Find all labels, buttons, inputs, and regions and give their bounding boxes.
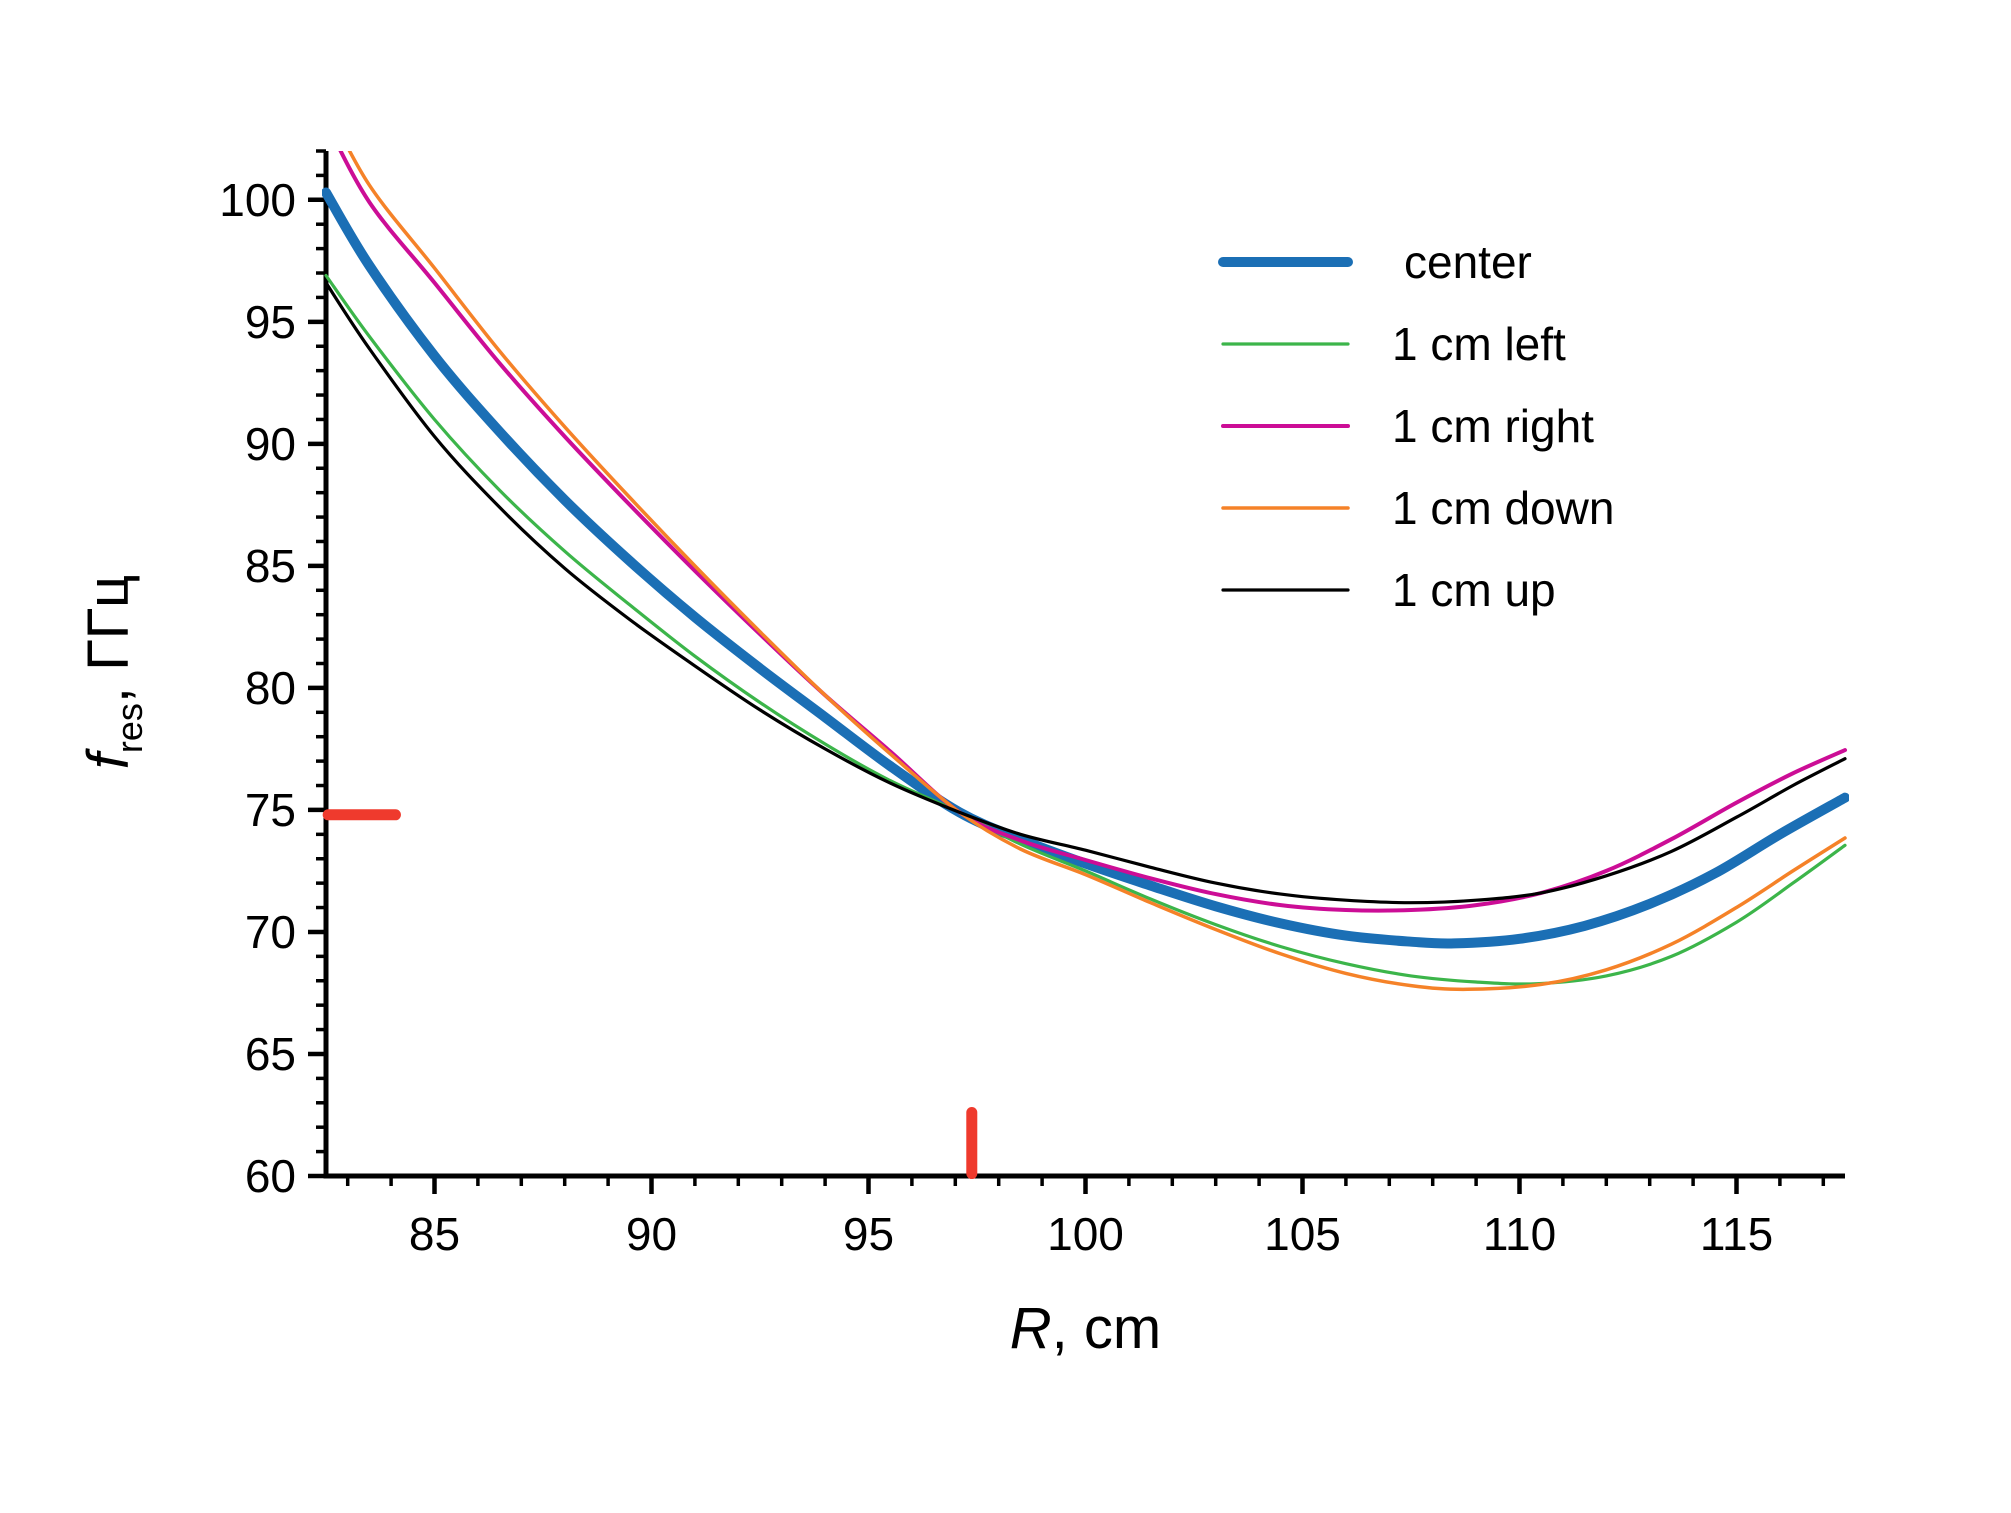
legend-label: 1 cm down	[1392, 482, 1614, 534]
tick-labels: 85 90 95 100 105 110 115 60 65 70 75 80 85 90 95 100	[219, 174, 1773, 1260]
legend-label: 1 cm right	[1392, 400, 1594, 452]
x-tick-label: 85	[409, 1208, 460, 1260]
y-tick-label: 100	[219, 174, 296, 226]
legend-label: 1 cm up	[1392, 564, 1556, 616]
x-tick-label: 100	[1047, 1208, 1124, 1260]
series-curve-1-cm-left	[324, 273, 1847, 986]
y-axis-title: fres, ГГц	[76, 575, 150, 769]
axes	[308, 149, 1845, 1194]
legend-label: 1 cm left	[1392, 318, 1566, 370]
y-tick-label: 85	[245, 540, 296, 592]
x-tick-label: 90	[626, 1208, 677, 1260]
y-tick-label: 70	[245, 906, 296, 958]
y-tick-label: 90	[245, 418, 296, 470]
series-curve-1-cm-right	[338, 151, 1847, 913]
legend: center 1 cm left 1 cm right 1 cm down 1 cm u…	[1218, 236, 1614, 616]
x-axis-title: R, cm	[1010, 1296, 1161, 1361]
red-markers	[322, 809, 978, 1180]
y-tick-label: 95	[245, 296, 296, 348]
y-tick-label: 80	[245, 662, 296, 714]
x-tick-label: 110	[1483, 1208, 1556, 1260]
x-tick-label: 115	[1700, 1208, 1773, 1260]
series-curve-1-cm-up	[324, 281, 1847, 905]
y-tick-label: 60	[245, 1150, 296, 1202]
series-curve-1-cm-down	[347, 151, 1847, 992]
y-tick-label: 65	[245, 1028, 296, 1080]
series-curves	[322, 151, 1849, 992]
x-tick-label: 95	[843, 1208, 894, 1260]
x-tick-label: 105	[1264, 1208, 1341, 1260]
legend-label: center	[1404, 236, 1532, 288]
y-tick-label: 75	[245, 784, 296, 836]
